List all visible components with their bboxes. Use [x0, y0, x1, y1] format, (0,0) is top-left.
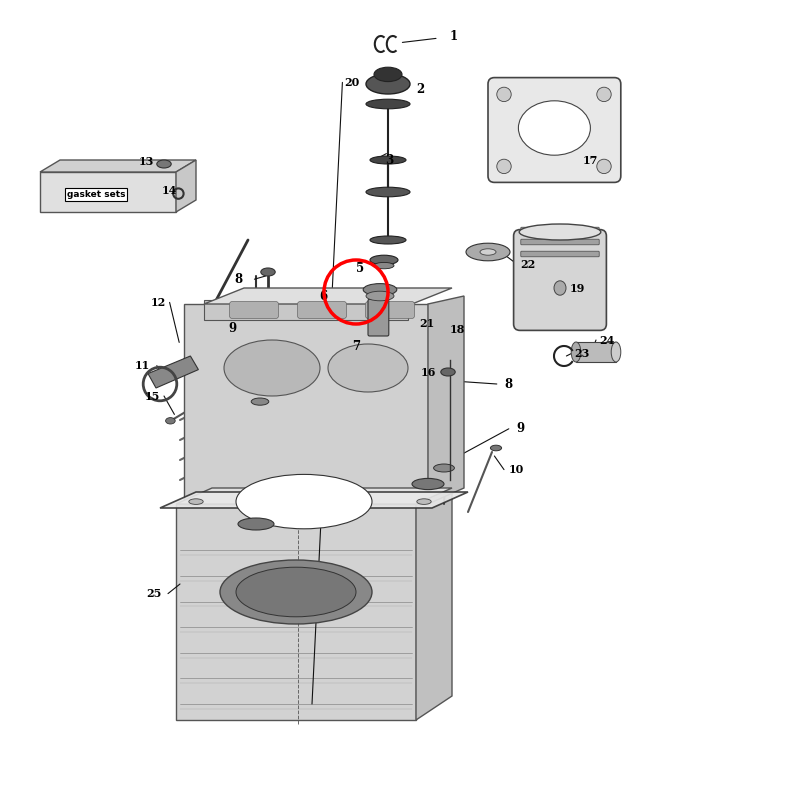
Ellipse shape — [366, 291, 394, 301]
Text: 14: 14 — [162, 185, 178, 196]
Text: 7: 7 — [352, 340, 360, 353]
Text: 3: 3 — [386, 154, 394, 166]
Text: 9: 9 — [516, 422, 524, 435]
Circle shape — [497, 87, 511, 102]
Ellipse shape — [236, 567, 356, 617]
Ellipse shape — [238, 518, 274, 530]
Text: 18: 18 — [450, 324, 466, 335]
Ellipse shape — [519, 224, 601, 240]
Ellipse shape — [328, 344, 408, 392]
Ellipse shape — [366, 187, 410, 197]
Ellipse shape — [417, 499, 431, 505]
Text: 16: 16 — [421, 366, 437, 378]
Text: 11: 11 — [134, 360, 150, 371]
FancyBboxPatch shape — [521, 239, 599, 245]
Ellipse shape — [554, 281, 566, 295]
Text: 5: 5 — [356, 262, 364, 275]
Text: 17: 17 — [582, 154, 598, 166]
Text: 25: 25 — [146, 588, 162, 599]
FancyBboxPatch shape — [521, 227, 599, 233]
Circle shape — [597, 159, 611, 174]
Text: 20: 20 — [344, 77, 360, 88]
Ellipse shape — [370, 236, 406, 244]
FancyBboxPatch shape — [366, 302, 414, 318]
FancyBboxPatch shape — [514, 230, 606, 330]
Ellipse shape — [370, 255, 398, 265]
FancyBboxPatch shape — [368, 299, 389, 336]
Text: 13: 13 — [138, 156, 154, 167]
Polygon shape — [428, 296, 464, 504]
Polygon shape — [176, 488, 452, 504]
Ellipse shape — [466, 243, 510, 261]
FancyBboxPatch shape — [488, 78, 621, 182]
Text: 6: 6 — [319, 290, 327, 302]
Ellipse shape — [441, 368, 455, 376]
Text: 1: 1 — [450, 30, 458, 42]
Ellipse shape — [251, 398, 269, 406]
Polygon shape — [576, 342, 616, 362]
Ellipse shape — [374, 67, 402, 82]
Text: 2: 2 — [417, 83, 425, 96]
Ellipse shape — [490, 445, 502, 451]
Polygon shape — [176, 160, 196, 212]
Text: 21: 21 — [419, 318, 435, 329]
Circle shape — [597, 87, 611, 102]
Ellipse shape — [434, 464, 454, 472]
Polygon shape — [160, 492, 468, 508]
Ellipse shape — [412, 478, 444, 490]
Ellipse shape — [189, 499, 203, 505]
Polygon shape — [204, 300, 408, 320]
Ellipse shape — [611, 342, 621, 362]
Ellipse shape — [363, 283, 397, 295]
Text: 10: 10 — [508, 464, 524, 475]
Ellipse shape — [366, 74, 410, 94]
Ellipse shape — [571, 342, 581, 362]
Ellipse shape — [236, 474, 372, 529]
Text: 24: 24 — [599, 334, 615, 346]
Ellipse shape — [224, 340, 320, 396]
Polygon shape — [176, 504, 416, 720]
Text: 9: 9 — [228, 322, 236, 334]
FancyBboxPatch shape — [298, 302, 346, 318]
Ellipse shape — [518, 101, 590, 155]
Text: 8: 8 — [234, 273, 242, 286]
Ellipse shape — [166, 418, 175, 424]
Ellipse shape — [374, 262, 394, 269]
Circle shape — [497, 159, 511, 174]
Polygon shape — [40, 160, 196, 172]
Ellipse shape — [370, 156, 406, 164]
Text: 23: 23 — [574, 348, 590, 359]
Text: 12: 12 — [150, 297, 166, 308]
Text: 8: 8 — [504, 378, 512, 390]
Text: gasket sets: gasket sets — [66, 190, 126, 199]
Polygon shape — [40, 172, 176, 212]
Ellipse shape — [366, 99, 410, 109]
Text: 15: 15 — [144, 390, 160, 402]
FancyBboxPatch shape — [230, 302, 278, 318]
Ellipse shape — [265, 499, 279, 505]
Text: 22: 22 — [520, 258, 536, 270]
Polygon shape — [148, 356, 198, 388]
Polygon shape — [184, 304, 428, 504]
Text: 19: 19 — [570, 282, 586, 294]
Polygon shape — [204, 288, 452, 304]
FancyBboxPatch shape — [521, 251, 599, 257]
Ellipse shape — [157, 160, 171, 168]
Ellipse shape — [261, 268, 275, 276]
Ellipse shape — [341, 499, 355, 505]
Ellipse shape — [480, 249, 496, 255]
Polygon shape — [416, 488, 452, 720]
Ellipse shape — [220, 560, 372, 624]
